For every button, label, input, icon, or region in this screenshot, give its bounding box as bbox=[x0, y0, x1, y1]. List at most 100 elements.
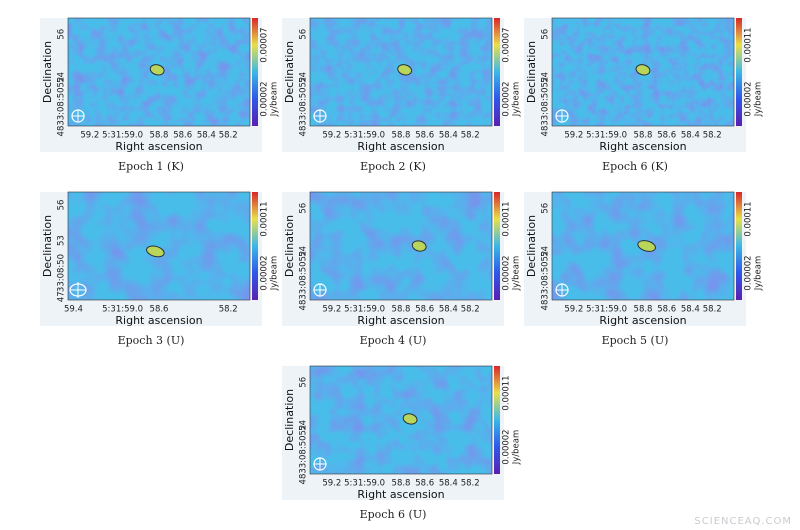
colorbar-label: Jy/beam bbox=[512, 82, 522, 118]
image-frame bbox=[309, 191, 493, 301]
x-tick-label: 59.2 bbox=[564, 131, 583, 141]
colorbar-tick-label: 0.00002 bbox=[502, 429, 512, 464]
y-tick-label: 4833:08:5052 bbox=[57, 77, 67, 137]
caption: Epoch 6 (K) bbox=[602, 160, 668, 173]
y-tick-label: 54 bbox=[299, 72, 309, 83]
image-frame bbox=[309, 17, 493, 127]
colorbar-tick-label: 0.00011 bbox=[502, 375, 512, 410]
image-frame bbox=[309, 365, 493, 475]
colorbar-tick-label: 0.00002 bbox=[502, 255, 512, 290]
y-tick-label: 4833:08:5052 bbox=[541, 251, 551, 311]
image-frame bbox=[551, 17, 735, 127]
source bbox=[411, 240, 427, 252]
y-tick-label: 54 bbox=[299, 246, 309, 257]
watermark: SCIENCEAQ.COM bbox=[694, 516, 792, 527]
noise bbox=[310, 192, 492, 300]
colorbar-tick-label: 0.00002 bbox=[744, 81, 754, 116]
x-axis-label: Right ascension bbox=[115, 140, 202, 153]
beam-cross bbox=[72, 110, 84, 122]
colorbar bbox=[736, 18, 742, 126]
x-tick-label: 58.6 bbox=[415, 305, 434, 315]
x-tick-label: 58.8 bbox=[634, 305, 653, 315]
colorbar bbox=[494, 192, 500, 300]
x-tick-label: 58.6 bbox=[657, 305, 676, 315]
y-tick-label: 54 bbox=[57, 72, 67, 83]
x-axis-label: Right ascension bbox=[357, 314, 444, 327]
beam-cross bbox=[314, 458, 326, 470]
colorbar bbox=[736, 192, 742, 300]
colorbar-tick-label: 0.00007 bbox=[260, 27, 270, 62]
y-tick-label: 33:08:50 bbox=[57, 254, 67, 292]
x-tick-label: 58.2 bbox=[461, 131, 480, 141]
colorbar-tick-label: 0.00011 bbox=[744, 27, 754, 62]
x-tick-label: 58.6 bbox=[415, 131, 434, 141]
x-tick-label: 58.4 bbox=[439, 479, 458, 489]
x-tick-label: 58.2 bbox=[219, 305, 238, 315]
x-tick-label: 58.8 bbox=[392, 305, 411, 315]
x-tick-label: 58.6 bbox=[173, 131, 192, 141]
colorbar-tick-label: 0.00011 bbox=[744, 201, 754, 236]
x-tick-label: 58.6 bbox=[415, 479, 434, 489]
x-tick-label: 59.2 bbox=[564, 305, 583, 315]
x-tick-label: 5:31:59.0 bbox=[586, 131, 627, 141]
noise bbox=[310, 366, 492, 474]
y-tick-label: 54 bbox=[299, 420, 309, 431]
y-axis-label: Declination bbox=[283, 389, 296, 451]
colorbar-label: Jy/beam bbox=[270, 82, 280, 118]
y-tick-label: 56 bbox=[57, 200, 67, 211]
x-tick-label: 59.4 bbox=[64, 305, 83, 315]
colorbar bbox=[494, 18, 500, 126]
y-axis-label: Declination bbox=[525, 215, 538, 277]
x-tick-label: 5:31:59.0 bbox=[586, 305, 627, 315]
source bbox=[146, 245, 165, 258]
x-tick-label: 58.4 bbox=[439, 131, 458, 141]
colorbar bbox=[252, 18, 258, 126]
colorbar-tick-label: 0.00002 bbox=[744, 255, 754, 290]
x-tick-label: 59.2 bbox=[322, 131, 341, 141]
colorbar-label: Jy/beam bbox=[270, 256, 280, 292]
source bbox=[637, 240, 656, 252]
x-tick-label: 58.4 bbox=[197, 131, 216, 141]
y-axis-label: Declination bbox=[525, 41, 538, 103]
colorbar-tick-label: 0.00011 bbox=[502, 201, 512, 236]
x-tick-label: 58.2 bbox=[703, 305, 722, 315]
caption: Epoch 6 (U) bbox=[360, 508, 427, 521]
colorbar-label: Jy/beam bbox=[754, 256, 764, 292]
x-tick-label: 58.4 bbox=[439, 305, 458, 315]
x-tick-label: 5:31:59.0 bbox=[344, 305, 385, 315]
y-tick-label: 56 bbox=[541, 29, 551, 40]
x-tick-label: 58.2 bbox=[219, 131, 238, 141]
x-tick-label: 58.2 bbox=[703, 131, 722, 141]
colorbar-tick-label: 0.00002 bbox=[260, 255, 270, 290]
y-tick-label: 56 bbox=[299, 29, 309, 40]
y-tick-label: 47 bbox=[57, 291, 67, 302]
x-tick-label: 59.2 bbox=[80, 131, 99, 141]
y-tick-label: 56 bbox=[299, 203, 309, 214]
caption: Epoch 2 (K) bbox=[360, 160, 426, 173]
beam-cross bbox=[314, 110, 326, 122]
y-axis-label: Declination bbox=[41, 41, 54, 103]
y-tick-label: 4833:08:5052 bbox=[299, 77, 309, 137]
x-tick-label: 58.4 bbox=[681, 131, 700, 141]
x-axis-label: Right ascension bbox=[357, 140, 444, 153]
y-tick-label: 54 bbox=[541, 246, 551, 257]
x-tick-label: 58.8 bbox=[392, 131, 411, 141]
noise bbox=[68, 192, 250, 300]
x-tick-label: 58.8 bbox=[150, 131, 169, 141]
x-tick-label: 59.2 bbox=[322, 479, 341, 489]
colorbar-tick-label: 0.00007 bbox=[502, 27, 512, 62]
y-tick-label: 53 bbox=[57, 235, 67, 246]
colorbar-label: Jy/beam bbox=[512, 430, 522, 466]
x-tick-label: 59.2 bbox=[322, 305, 341, 315]
source bbox=[402, 413, 418, 425]
x-tick-label: 58.4 bbox=[681, 305, 700, 315]
colorbar-tick-label: 0.00002 bbox=[260, 81, 270, 116]
beam-cross bbox=[556, 284, 568, 296]
source bbox=[635, 64, 651, 76]
x-tick-label: 58.2 bbox=[461, 479, 480, 489]
